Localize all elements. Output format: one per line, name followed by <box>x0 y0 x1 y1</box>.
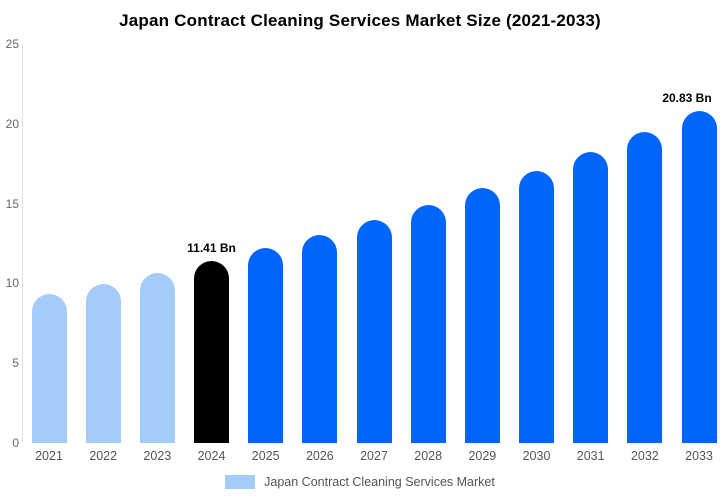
legend-label: Japan Contract Cleaning Services Market <box>264 475 495 489</box>
bar-2022[interactable] <box>85 283 121 443</box>
data-label-2033: 20.83 Bn <box>662 90 712 105</box>
x-axis-label-2027: 2027 <box>360 449 388 463</box>
y-axis-line <box>22 44 23 443</box>
bar-2031[interactable] <box>573 152 609 443</box>
bar-2030[interactable] <box>519 170 555 443</box>
x-axis-label-2026: 2026 <box>305 449 334 463</box>
legend-swatch <box>225 475 256 489</box>
x-axis-label-2025: 2025 <box>251 449 280 463</box>
x-axis-label-2021: 2021 <box>35 449 63 463</box>
bar-2026[interactable] <box>302 234 338 443</box>
x-axis-label-2023: 2023 <box>143 449 172 463</box>
x-axis-label-2031: 2031 <box>576 449 605 463</box>
bar-2028[interactable] <box>410 204 446 443</box>
y-tick-label-15: 15 <box>5 196 19 211</box>
bar-2032[interactable] <box>627 131 663 443</box>
x-axis-label-2030: 2030 <box>522 449 551 463</box>
bar-2025[interactable] <box>248 248 284 443</box>
bar-2029[interactable] <box>464 188 500 443</box>
y-tick-label-10: 10 <box>5 276 19 291</box>
chart-title: Japan Contract Cleaning Services Market … <box>119 11 601 30</box>
x-axis-label-2032: 2032 <box>630 449 659 463</box>
x-axis-label-2029: 2029 <box>468 449 497 463</box>
data-label-2024: 11.41 Bn <box>187 240 236 255</box>
y-tick-label-0: 0 <box>12 436 19 450</box>
y-tick-label-25: 25 <box>5 37 19 51</box>
y-tick-label-20: 20 <box>5 116 19 131</box>
x-axis-label-2028: 2028 <box>414 449 443 463</box>
bar-2024[interactable] <box>194 260 229 443</box>
x-axis-label-2024: 2024 <box>197 449 226 463</box>
y-tick-label-5: 5 <box>12 356 19 371</box>
legend[interactable]: Japan Contract Cleaning Services Market <box>0 475 720 489</box>
bar-2023[interactable] <box>139 272 175 443</box>
x-axis-label-2022: 2022 <box>89 449 118 463</box>
bar-2021[interactable] <box>31 294 67 443</box>
bar-2033[interactable] <box>681 110 717 443</box>
x-axis-label-2033: 2033 <box>685 449 713 463</box>
bar-2027[interactable] <box>356 220 392 443</box>
